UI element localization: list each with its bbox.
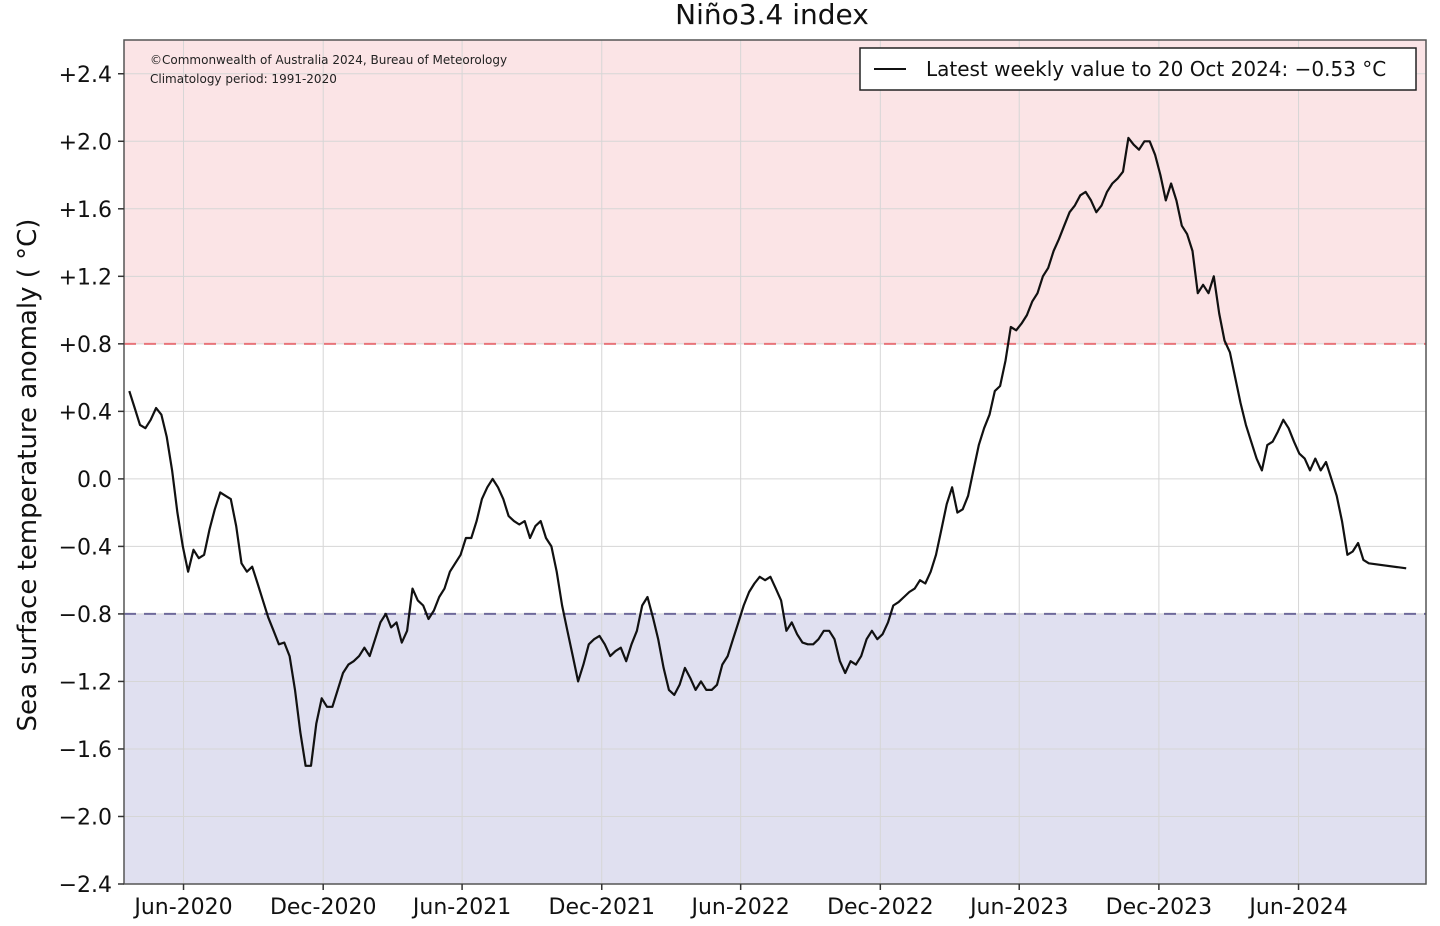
y-tick-label: −1.6 — [59, 738, 112, 763]
x-tick-label: Dec-2022 — [827, 895, 934, 920]
legend-entry: Latest weekly value to 20 Oct 2024: −0.5… — [926, 57, 1386, 81]
y-axis-label: Sea surface temperature anomaly ( °C) — [13, 219, 43, 732]
plot-area — [124, 40, 1426, 884]
y-tick-label: −1.2 — [59, 670, 112, 695]
chart-title: Niño3.4 index — [675, 0, 869, 31]
y-tick-label: +1.2 — [59, 265, 112, 290]
y-tick-label: −2.4 — [59, 873, 112, 898]
x-tick-label: Jun-2021 — [411, 895, 511, 920]
x-axis: Jun-2020 Dec-2020 Jun-2021 Dec-2021 Jun-2022… — [132, 884, 1348, 920]
x-tick-label: Jun-2022 — [690, 895, 790, 920]
x-tick-label: Dec-2023 — [1106, 895, 1213, 920]
copyright-line-1: ©Commonwealth of Australia 2024, Bureau … — [150, 53, 507, 67]
x-tick-label: Jun-2023 — [968, 895, 1068, 920]
y-tick-label: +0.4 — [59, 400, 112, 425]
x-tick-label: Jun-2024 — [1247, 895, 1347, 920]
y-tick-label: −0.8 — [59, 603, 112, 628]
x-tick-label: Dec-2021 — [549, 895, 656, 920]
x-tick-label: Dec-2020 — [270, 895, 377, 920]
y-tick-label: +1.6 — [59, 198, 112, 223]
plot-frame — [123, 39, 1427, 885]
copyright-line-2: Climatology period: 1991-2020 — [150, 72, 337, 86]
series-layer — [128, 136, 1407, 767]
y-tick-label: −0.4 — [59, 535, 112, 560]
y-axis: +2.4 +2.0 +1.6 +1.2 +0.8 +0.4 0.0 −0.4 −0.8 −1.2 −… — [59, 63, 124, 898]
y-tick-label: +2.0 — [59, 130, 112, 155]
y-tick-label: 0.0 — [77, 468, 112, 493]
y-tick-label: +2.4 — [59, 63, 112, 88]
x-tick-label: Jun-2020 — [132, 895, 232, 920]
threshold-lines — [124, 342, 1426, 615]
legend: Latest weekly value to 20 Oct 2024: −0.5… — [859, 47, 1417, 91]
nino34-series-line — [128, 136, 1407, 767]
y-tick-label: +0.8 — [59, 333, 112, 358]
legend-box — [859, 47, 1417, 91]
y-tick-label: −2.0 — [59, 805, 112, 830]
